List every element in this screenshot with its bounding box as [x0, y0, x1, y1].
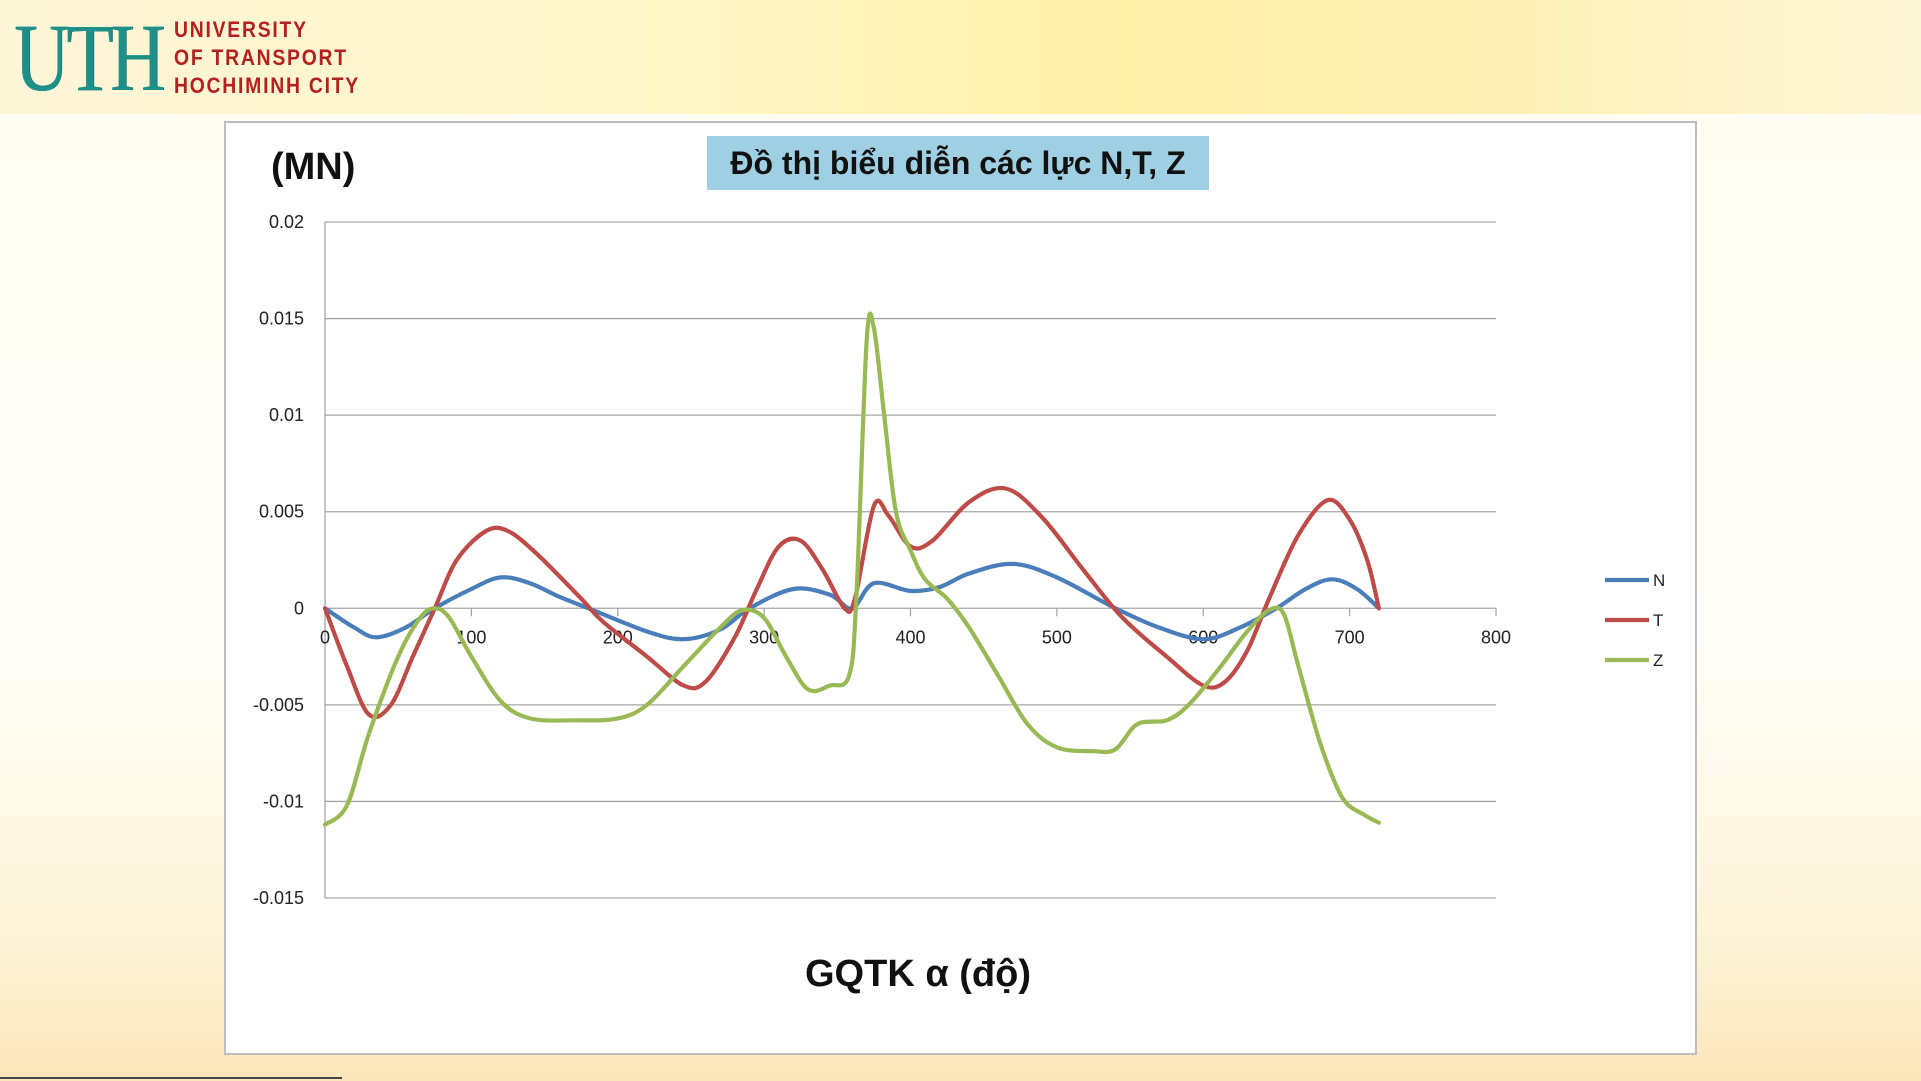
logo-mark: UTH [14, 4, 165, 111]
y-tick-label: -0.015 [253, 888, 304, 908]
logo-line-3: HOCHIMINH CITY [174, 73, 360, 98]
y-tick-label: 0.015 [259, 309, 304, 329]
logo-line-1: UNIVERSITY [174, 17, 308, 42]
series-line-z [322, 311, 1381, 827]
x-tick-label: 500 [1042, 627, 1072, 647]
x-axis-label: GQTK α (độ) [805, 953, 1031, 995]
legend-label-n: N [1653, 571, 1665, 590]
grid-layer [325, 221, 1496, 899]
header-band [0, 0, 1921, 114]
chart-title: Đồ thị biểu diễn các lực N,T, Z [707, 136, 1209, 190]
legend-label-t: T [1653, 611, 1663, 630]
x-tick-label: 0 [320, 627, 330, 647]
y-tick-label: 0.02 [269, 212, 304, 232]
x-tick-label: 400 [895, 627, 925, 647]
series-layer [322, 311, 1381, 827]
y-axis-label: (MN) [271, 146, 356, 188]
x-tick-label: 800 [1481, 627, 1511, 647]
legend: N T Z [1605, 571, 1665, 670]
bottom-rule [0, 1077, 342, 1079]
y-tick-label: 0.01 [269, 405, 304, 425]
y-tick-label: -0.01 [263, 791, 304, 811]
legend-label-z: Z [1653, 651, 1663, 670]
logo-text: UNIVERSITY OF TRANSPORT HOCHIMINH CITY [174, 16, 385, 100]
x-tick-label: 700 [1335, 627, 1365, 647]
y-tick-label: 0 [294, 598, 304, 618]
y-tick-label: -0.005 [253, 695, 304, 715]
logo-line-2: OF TRANSPORT [174, 45, 348, 70]
y-tick-label: 0.005 [259, 502, 304, 522]
series-line-t [322, 485, 1381, 720]
